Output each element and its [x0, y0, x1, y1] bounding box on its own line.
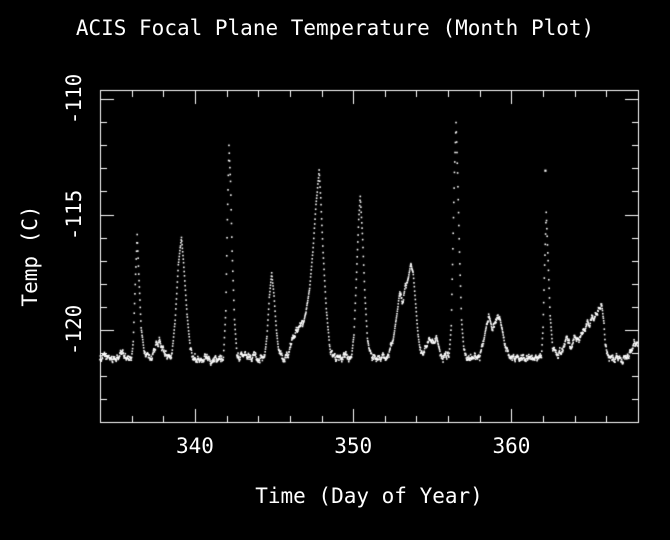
y-tick-label: -115 [62, 189, 86, 240]
y-tick-label: -110 [62, 73, 86, 125]
chart-title: ACIS Focal Plane Temperature (Month Plot… [75, 16, 595, 40]
x-axis-label: Time (Day of Year) [255, 484, 483, 508]
x-tick-label: 350 [334, 434, 373, 458]
y-axis-label: Temp (C) [18, 205, 42, 307]
y-tick-label: -120 [62, 304, 86, 356]
x-tick-label: 340 [175, 434, 214, 458]
x-tick-label: 360 [492, 434, 531, 458]
